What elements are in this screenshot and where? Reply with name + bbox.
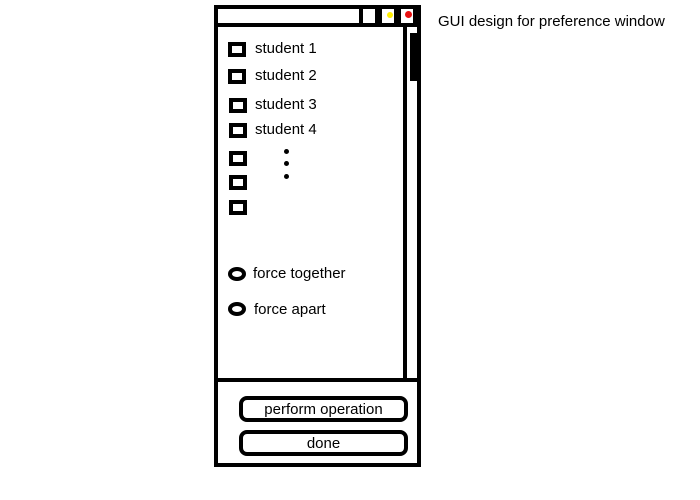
student-label-2: student 2 <box>255 67 317 84</box>
student-checkbox-4[interactable] <box>229 123 247 138</box>
student-label-3: student 3 <box>255 96 317 113</box>
scrollbar-thumb[interactable] <box>410 33 417 81</box>
maximize-button[interactable] <box>378 5 398 27</box>
maximize-dot-icon <box>387 12 393 18</box>
force-together-radio[interactable] <box>228 267 246 281</box>
ellipsis-dot-icon <box>284 174 289 179</box>
student-list-panel: student 1 student 2 student 3 student 4 … <box>218 27 417 378</box>
ellipsis-dot-icon <box>284 149 289 154</box>
student-checkbox-2[interactable] <box>228 69 246 84</box>
perform-operation-button[interactable]: perform operation <box>239 396 408 422</box>
force-together-label: force together <box>253 265 346 282</box>
design-caption: GUI design for preference window <box>438 13 665 30</box>
student-checkbox-5[interactable] <box>229 151 247 166</box>
done-button[interactable]: done <box>239 430 408 456</box>
scrollbar-track[interactable] <box>403 27 407 378</box>
preference-window: student 1 student 2 student 3 student 4 … <box>214 5 421 467</box>
ellipsis-dot-icon <box>284 161 289 166</box>
student-checkbox-6[interactable] <box>229 175 247 190</box>
action-panel: perform operation done <box>218 378 417 463</box>
title-bar <box>218 5 417 27</box>
force-apart-label: force apart <box>254 301 326 318</box>
close-dot-icon <box>405 11 412 18</box>
student-checkbox-3[interactable] <box>229 98 247 113</box>
force-apart-radio[interactable] <box>228 302 246 316</box>
minimize-button[interactable] <box>359 5 379 27</box>
close-button[interactable] <box>397 5 417 27</box>
student-label-1: student 1 <box>255 40 317 57</box>
student-checkbox-1[interactable] <box>228 42 246 57</box>
student-checkbox-7[interactable] <box>229 200 247 215</box>
student-label-4: student 4 <box>255 121 317 138</box>
